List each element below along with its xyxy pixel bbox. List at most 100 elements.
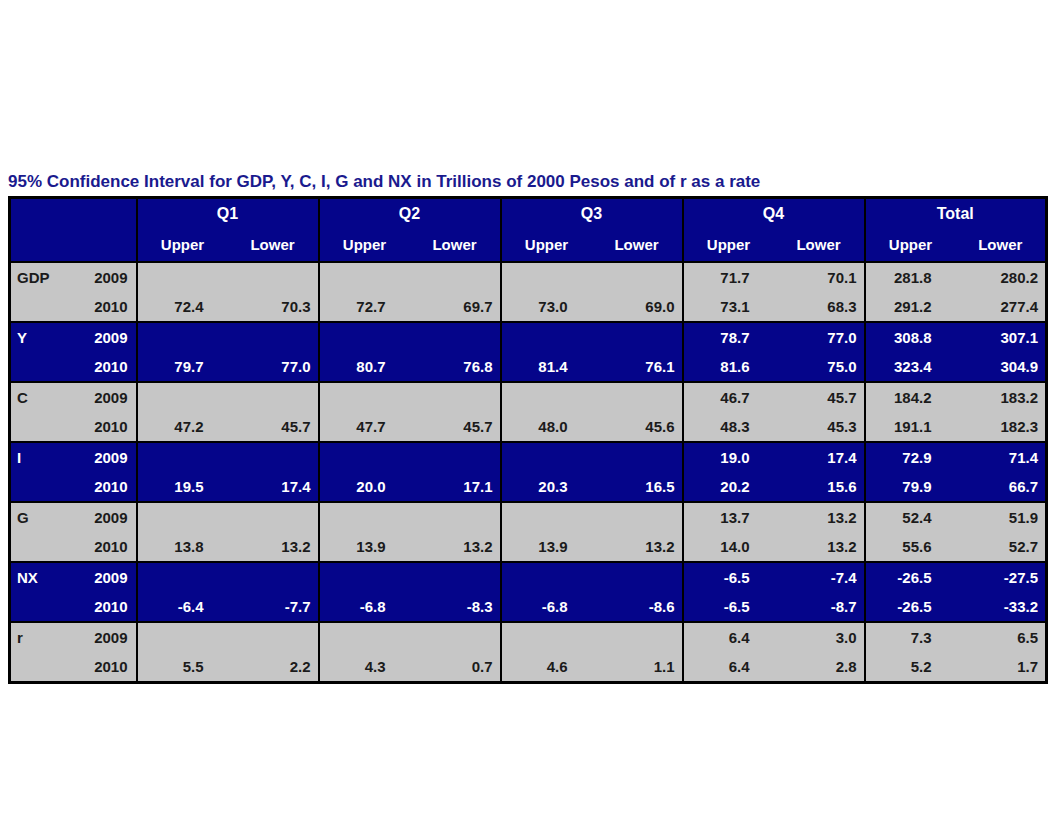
value-cell	[137, 262, 228, 292]
value-cell: 73.0	[501, 292, 592, 322]
table-row: I200919.017.472.971.4	[10, 442, 1047, 472]
row-year-label: 2010	[94, 598, 127, 615]
value-cell: 45.3	[774, 412, 865, 442]
row-label-cell: 2010	[10, 472, 137, 502]
value-cell	[501, 262, 592, 292]
value-cell: 46.7	[683, 382, 774, 412]
subcolumn-header-upper: Upper	[865, 228, 956, 262]
value-cell: 6.4	[683, 652, 774, 682]
row-year-label: 2009	[94, 389, 127, 406]
value-cell: 15.6	[774, 472, 865, 502]
value-cell: -6.4	[137, 592, 228, 622]
value-cell: 47.7	[319, 412, 410, 442]
column-group-q1: Q1	[137, 198, 319, 229]
row-variable-label: GDP	[17, 269, 50, 286]
value-cell: -26.5	[865, 592, 956, 622]
value-cell	[319, 562, 410, 592]
value-cell: 13.2	[774, 502, 865, 532]
value-cell: 304.9	[956, 352, 1047, 382]
table-row: 201047.245.747.745.748.045.648.345.3191.…	[10, 412, 1047, 442]
value-cell: 20.0	[319, 472, 410, 502]
value-cell: -26.5	[865, 562, 956, 592]
value-cell	[501, 562, 592, 592]
value-cell: 76.1	[592, 352, 683, 382]
value-cell	[137, 562, 228, 592]
value-cell: 6.4	[683, 622, 774, 652]
value-cell	[410, 502, 501, 532]
subcolumn-header-upper: Upper	[137, 228, 228, 262]
value-cell: 13.7	[683, 502, 774, 532]
value-cell	[137, 502, 228, 532]
value-cell: 75.0	[774, 352, 865, 382]
value-cell	[319, 382, 410, 412]
value-cell: -7.4	[774, 562, 865, 592]
row-variable-label: Y	[17, 329, 27, 346]
value-cell: 66.7	[956, 472, 1047, 502]
table-row: 20105.52.24.30.74.61.16.42.85.21.7	[10, 652, 1047, 682]
value-cell: 4.3	[319, 652, 410, 682]
value-cell: 70.1	[774, 262, 865, 292]
subcolumn-header-lower: Lower	[956, 228, 1047, 262]
value-cell: 277.4	[956, 292, 1047, 322]
value-cell: 20.2	[683, 472, 774, 502]
table-row: r20096.43.07.36.5	[10, 622, 1047, 652]
value-cell: 2.2	[228, 652, 319, 682]
table-row: 201072.470.372.769.773.069.073.168.3291.…	[10, 292, 1047, 322]
row-label-cell: I2009	[10, 442, 137, 472]
value-cell: 55.6	[865, 532, 956, 562]
value-cell	[137, 322, 228, 352]
value-cell	[137, 442, 228, 472]
value-cell: 19.5	[137, 472, 228, 502]
row-variable-label: G	[17, 509, 29, 526]
row-variable-label: NX	[17, 569, 38, 586]
value-cell: 14.0	[683, 532, 774, 562]
row-label-cell: GDP2009	[10, 262, 137, 292]
value-cell: -7.7	[228, 592, 319, 622]
table-header: Q1 Q2 Q3 Q4 Total Upper Lower Upper Lowe…	[10, 198, 1047, 263]
value-cell	[592, 322, 683, 352]
value-cell	[228, 262, 319, 292]
value-cell	[501, 502, 592, 532]
value-cell	[410, 622, 501, 652]
row-year-label: 2009	[94, 329, 127, 346]
value-cell: 71.4	[956, 442, 1047, 472]
value-cell	[501, 622, 592, 652]
value-cell	[228, 382, 319, 412]
value-cell: 13.9	[319, 532, 410, 562]
value-cell: 71.7	[683, 262, 774, 292]
row-label-cell: C2009	[10, 382, 137, 412]
subcolumn-header-lower: Lower	[774, 228, 865, 262]
subcolumn-header-lower: Lower	[410, 228, 501, 262]
value-cell: 19.0	[683, 442, 774, 472]
value-cell: 79.9	[865, 472, 956, 502]
row-year-label: 2009	[94, 629, 127, 646]
subcolumn-header-upper: Upper	[501, 228, 592, 262]
value-cell: 72.7	[319, 292, 410, 322]
value-cell: 0.7	[410, 652, 501, 682]
column-group-q4: Q4	[683, 198, 865, 229]
value-cell: 45.7	[774, 382, 865, 412]
value-cell	[410, 562, 501, 592]
value-cell	[228, 562, 319, 592]
value-cell: 78.7	[683, 322, 774, 352]
value-cell: 13.8	[137, 532, 228, 562]
value-cell: 191.1	[865, 412, 956, 442]
table-row: GDP200971.770.1281.8280.2	[10, 262, 1047, 292]
column-group-q2: Q2	[319, 198, 501, 229]
value-cell	[410, 262, 501, 292]
row-year-label: 2010	[94, 298, 127, 315]
value-cell: 1.7	[956, 652, 1047, 682]
row-label-cell: r2009	[10, 622, 137, 652]
column-group-total: Total	[865, 198, 1047, 229]
value-cell: 281.8	[865, 262, 956, 292]
row-year-label: 2010	[94, 538, 127, 555]
row-label-cell: NX2009	[10, 562, 137, 592]
value-cell: 1.1	[592, 652, 683, 682]
value-cell	[501, 442, 592, 472]
row-label-cell: 2010	[10, 592, 137, 622]
confidence-interval-table: Q1 Q2 Q3 Q4 Total Upper Lower Upper Lowe…	[8, 196, 1048, 684]
row-label-cell: 2010	[10, 652, 137, 682]
value-cell: -6.5	[683, 592, 774, 622]
value-cell	[501, 382, 592, 412]
value-cell	[319, 262, 410, 292]
